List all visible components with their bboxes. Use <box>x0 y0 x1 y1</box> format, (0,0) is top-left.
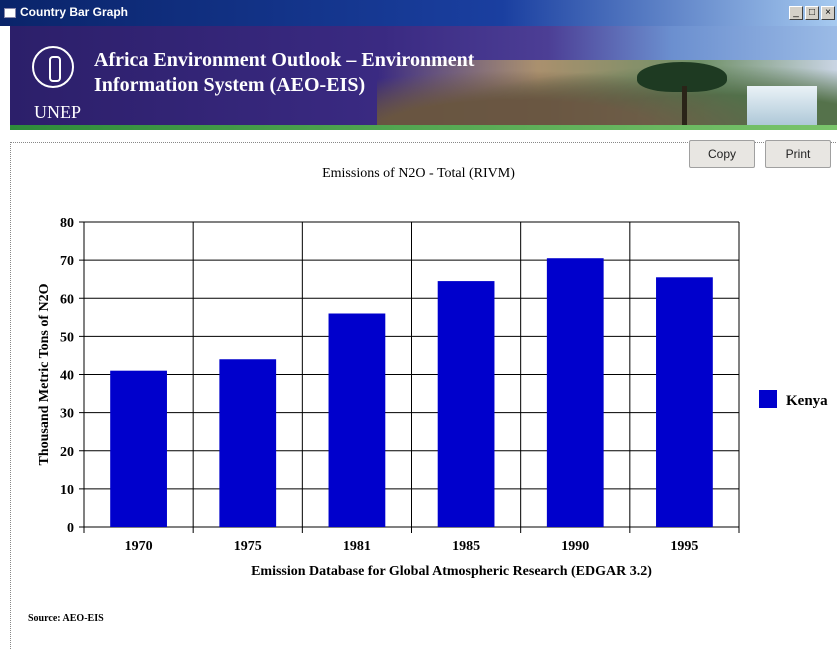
unep-logo-icon <box>32 46 74 88</box>
banner-title: Africa Environment Outlook – Environment… <box>94 48 474 98</box>
header-banner: UNEP Africa Environment Outlook – Enviro… <box>10 26 837 130</box>
window-controls: _ □ × <box>789 6 835 20</box>
banner-title-line2: Information System (AEO-EIS) <box>94 74 366 96</box>
copy-button[interactable]: Copy <box>689 140 755 168</box>
app-icon <box>4 8 16 18</box>
banner-divider <box>10 125 837 130</box>
close-button[interactable]: × <box>821 6 835 20</box>
tree-trunk-image <box>682 86 687 126</box>
source-note: Source: AEO-EIS <box>28 613 104 624</box>
print-button[interactable]: Print <box>765 140 831 168</box>
chart-title: Emissions of N2O - Total (RIVM) <box>322 166 515 181</box>
chart-panel <box>10 142 837 649</box>
maximize-button[interactable]: □ <box>805 6 819 20</box>
org-name: UNEP <box>34 102 82 122</box>
window-title: Country Bar Graph <box>20 5 129 19</box>
banner-title-line1: Africa Environment Outlook – Environment <box>94 49 475 71</box>
minimize-button[interactable]: _ <box>789 6 803 20</box>
title-bar: Country Bar Graph _ □ × <box>0 0 837 26</box>
waterfall-image <box>747 86 817 130</box>
